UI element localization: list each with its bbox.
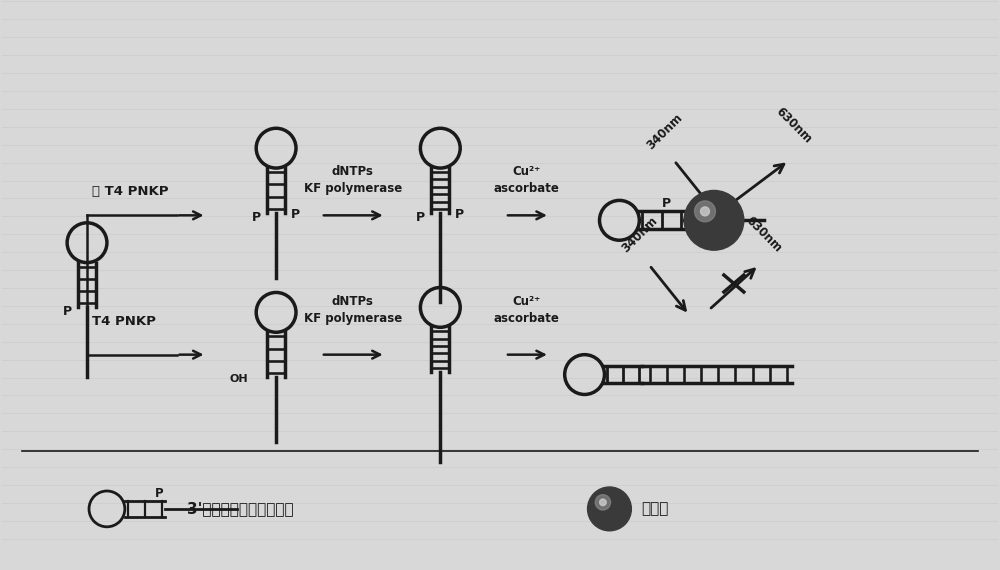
Text: 无 T4 PNKP: 无 T4 PNKP	[92, 185, 168, 198]
Text: P: P	[662, 197, 671, 210]
Text: P: P	[416, 211, 425, 224]
Circle shape	[695, 201, 715, 222]
Text: 630nm: 630nm	[743, 214, 784, 255]
Circle shape	[595, 495, 611, 510]
Text: OH: OH	[230, 374, 248, 384]
Text: 630nm: 630nm	[773, 105, 814, 146]
Circle shape	[701, 207, 709, 216]
Text: T4 PNKP: T4 PNKP	[92, 315, 156, 328]
Text: P: P	[63, 306, 72, 319]
Text: 340nm: 340nm	[619, 214, 660, 255]
Text: P: P	[252, 211, 261, 224]
Text: 铜颗粒: 铜颗粒	[641, 502, 669, 516]
Text: Cu²⁺
ascorbate: Cu²⁺ ascorbate	[494, 165, 560, 196]
Text: P: P	[291, 208, 300, 221]
Circle shape	[600, 499, 606, 506]
Text: P: P	[155, 487, 163, 500]
Circle shape	[588, 487, 631, 531]
Text: 340nm: 340nm	[644, 111, 685, 152]
Text: Cu²⁺
ascorbate: Cu²⁺ ascorbate	[494, 295, 560, 325]
Text: dNTPs
KF polymerase: dNTPs KF polymerase	[304, 165, 402, 196]
Text: 3'磷酸化修饰的发夹探针: 3'磷酸化修饰的发夹探针	[187, 502, 293, 516]
Circle shape	[684, 190, 744, 250]
Text: P: P	[455, 208, 464, 221]
Text: dNTPs
KF polymerase: dNTPs KF polymerase	[304, 295, 402, 325]
